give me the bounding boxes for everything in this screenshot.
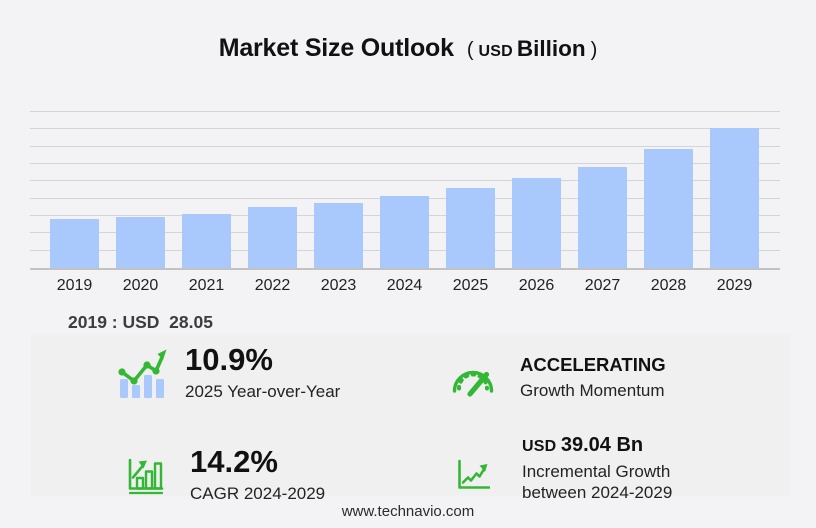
- stat-momentum-label: Growth Momentum: [520, 381, 665, 401]
- x-tick-label-2027: 2027: [584, 277, 621, 294]
- gridline-90: [30, 111, 780, 112]
- x-tick-label-2022: 2022: [254, 277, 291, 294]
- gridline-70: [30, 145, 780, 147]
- title-currency: USD: [478, 43, 513, 60]
- gridline-80: [30, 128, 780, 130]
- bar-2022: [248, 207, 297, 268]
- plot-area: [30, 111, 780, 270]
- line-chart-growth-icon: [458, 459, 490, 489]
- stat-incremental-amount: 39.04 Bn: [560, 434, 644, 456]
- x-tick-label-2025: 2025: [452, 277, 489, 294]
- title-close-paren: ): [590, 39, 598, 61]
- stat-cagr-label: CAGR 2024-2029: [190, 483, 326, 503]
- bar-2028: [644, 149, 693, 268]
- bar-2024: [380, 195, 429, 268]
- stats-panel: 10.9% 2025 Year-over-Year ACCELERATING G…: [31, 334, 791, 503]
- stat-growth-momentum: ACCELERATING Growth Momentum: [450, 354, 666, 401]
- stat-cagr-value: 14.2%: [190, 444, 278, 479]
- stat-year-over-year: 10.9% 2025 Year-over-Year: [118, 342, 341, 402]
- stat-yoy-label: 2025 Year-over-Year: [185, 381, 341, 401]
- market-size-bar-chart: 2019 2020 2021 2022 2023 2024 2025 2026 2027 2028…: [30, 111, 780, 294]
- bar-2026: [512, 178, 561, 268]
- x-tick-label-2023: 2023: [320, 277, 357, 294]
- x-tick-label-2021: 2021: [188, 277, 225, 294]
- stat-incremental-label: Incremental Growth: [522, 462, 671, 481]
- bar-chart-growth-icon: [128, 458, 164, 495]
- speedometer-icon: [452, 370, 494, 397]
- stat-cagr: 14.2% CAGR 2024-2029: [126, 444, 326, 504]
- chart-title: Market Size Outlook ( USD Billion ): [0, 34, 816, 63]
- gridline-60: [30, 163, 780, 164]
- stat-incremental-label-2: between 2024-2029: [522, 483, 673, 503]
- x-axis-labels: 2019 2020 2021 2022 2023 2024 2025 2026 2027 2028…: [30, 277, 780, 299]
- title-open-paren: (: [466, 39, 474, 61]
- footer: www.technavio.com: [0, 503, 816, 520]
- stat-yoy-value: 10.9%: [185, 342, 273, 377]
- x-tick-label-2028: 2028: [650, 277, 687, 294]
- bar-2019: [50, 219, 99, 268]
- stat-incremental-growth: USD 39.04 Bn Incremental Growth between …: [456, 434, 672, 504]
- bar-2021: [182, 213, 231, 268]
- x-tick-label-2019: 2019: [56, 277, 93, 294]
- annotation-2019-value: 2019 : USD 28.05: [68, 312, 213, 332]
- stat-incremental-value: USD 39.04 Bn: [522, 434, 672, 457]
- x-tick-label-2020: 2020: [122, 277, 159, 294]
- footer-website: www.technavio.com: [341, 503, 475, 520]
- gridline-50: [30, 180, 780, 182]
- bar-2023: [314, 202, 363, 268]
- x-tick-label-2026: 2026: [518, 277, 555, 294]
- bar-line-trend-icon: [118, 349, 167, 398]
- bar-2029: [710, 128, 759, 268]
- stat-incremental-currency: USD: [522, 438, 557, 455]
- title-unit: Billion: [516, 36, 586, 61]
- x-tick-label-2024: 2024: [386, 277, 423, 294]
- bar-2020: [116, 216, 165, 268]
- title-main-text: Market Size Outlook: [218, 34, 454, 62]
- bar-2027: [578, 166, 627, 268]
- stat-momentum-value: ACCELERATING: [520, 354, 666, 375]
- bar-2025: [446, 188, 495, 268]
- x-tick-label-2029: 2029: [716, 277, 753, 294]
